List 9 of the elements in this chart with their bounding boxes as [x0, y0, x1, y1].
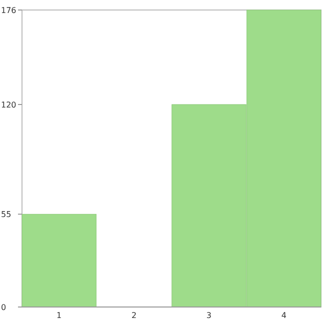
x-tick-label: 4: [281, 311, 286, 320]
x-tick-label: 3: [206, 311, 212, 320]
y-tick-label: 55: [1, 210, 12, 219]
bar: [22, 214, 96, 308]
x-tick-label: 1: [56, 311, 62, 320]
y-tick-label: 120: [1, 100, 16, 110]
y-tick-label: 0: [1, 302, 6, 312]
y-tick-label: 176: [1, 6, 16, 15]
x-tick-label: 2: [131, 311, 137, 320]
